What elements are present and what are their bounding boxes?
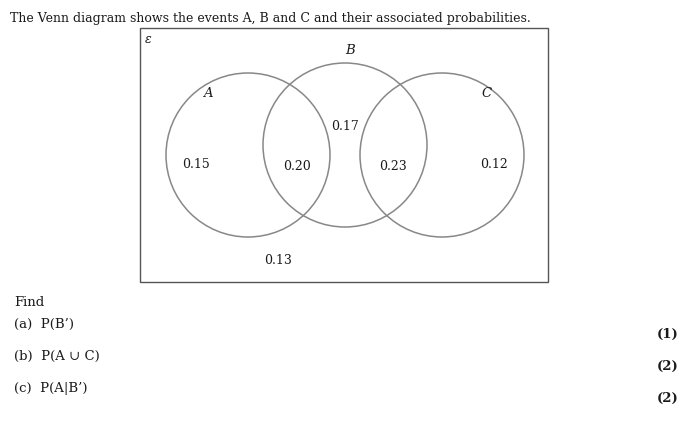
Text: 0.17: 0.17 bbox=[331, 121, 359, 134]
Text: A: A bbox=[203, 87, 213, 100]
Text: 0.12: 0.12 bbox=[480, 158, 508, 171]
Text: (1): (1) bbox=[657, 328, 678, 341]
Text: 0.23: 0.23 bbox=[379, 161, 407, 174]
Text: C: C bbox=[482, 87, 492, 100]
Text: 0.13: 0.13 bbox=[264, 253, 292, 266]
Text: B: B bbox=[345, 44, 355, 57]
Text: (2): (2) bbox=[657, 360, 678, 373]
Text: ε: ε bbox=[145, 33, 152, 46]
Text: (a)  P(B’): (a) P(B’) bbox=[14, 318, 74, 331]
Text: (b)  P(A ∪ C): (b) P(A ∪ C) bbox=[14, 350, 99, 363]
Text: (2): (2) bbox=[657, 392, 678, 405]
Text: Find: Find bbox=[14, 296, 44, 309]
Text: 0.20: 0.20 bbox=[283, 161, 310, 174]
Bar bbox=[140, 28, 548, 282]
Text: 0.15: 0.15 bbox=[182, 158, 210, 171]
Text: The Venn diagram shows the events A, B and C and their associated probabilities.: The Venn diagram shows the events A, B a… bbox=[10, 12, 531, 25]
Text: (c)  P(A|B’): (c) P(A|B’) bbox=[14, 382, 88, 395]
